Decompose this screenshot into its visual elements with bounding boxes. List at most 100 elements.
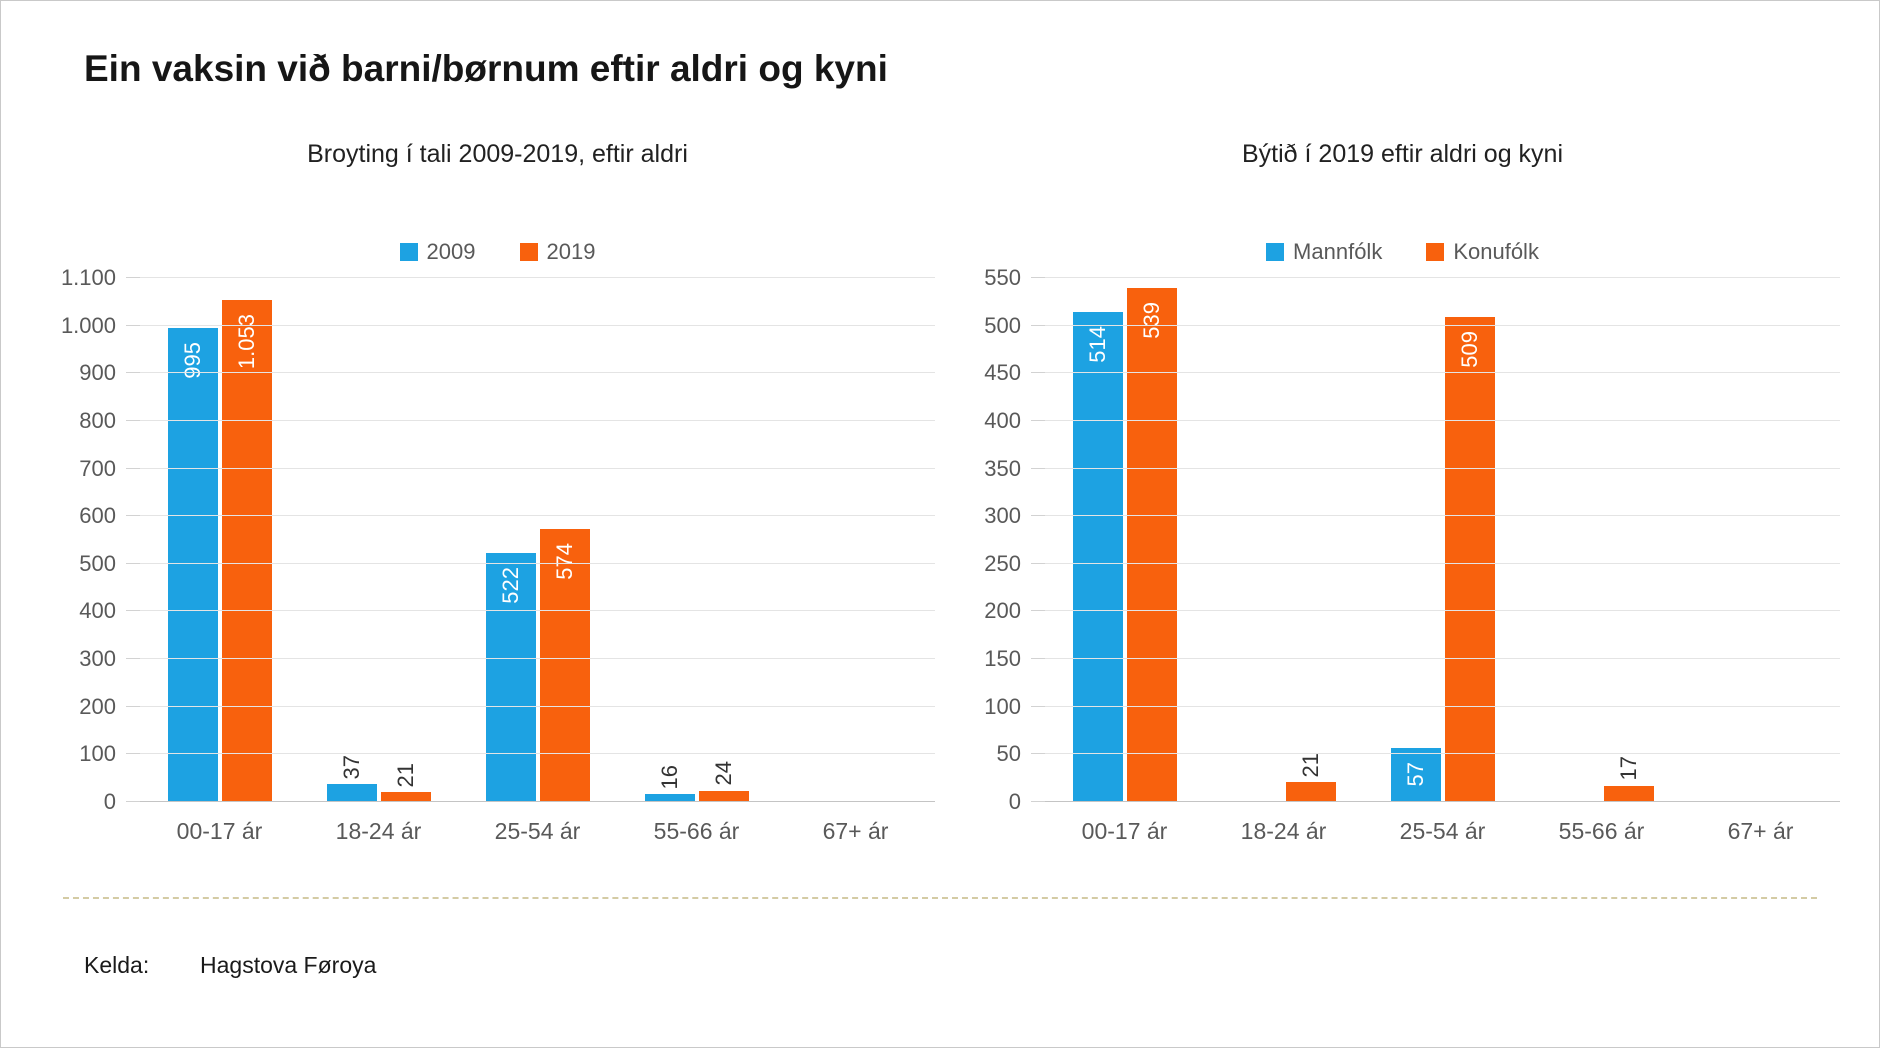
axis-tick <box>126 801 140 802</box>
axis-tick <box>1031 610 1045 612</box>
gridline <box>140 419 935 421</box>
y-tick-label: 400 <box>984 407 1021 433</box>
plot-area: 514 539 21 57 509 17 <box>1031 277 1840 802</box>
bar-value-label: 16 <box>656 764 682 790</box>
bar-value-label: 509 <box>1456 331 1482 368</box>
chart-subtitle-left: Broyting í tali 2009-2019, eftir aldri <box>307 140 688 168</box>
bar-slot: 509 <box>1444 278 1495 802</box>
footer-separator <box>63 897 1817 899</box>
bar-Konufólk-25-54 ár: 509 <box>1444 317 1495 802</box>
gridline <box>140 610 935 612</box>
bar-value-label: 522 <box>497 567 523 605</box>
bar-2019-55-66 ár: 24 <box>698 761 749 802</box>
bar-slot: 37 <box>326 278 377 802</box>
x-axis: 00-17 ár 18-24 ár 25-54 ár 55-66 ár 67+ ár <box>140 818 935 845</box>
axis-tick <box>1031 801 1045 802</box>
y-tick-label: 500 <box>79 550 116 576</box>
axis-tick <box>126 610 140 612</box>
bars-row: 995 1.053 37 21 522 574 16 24 <box>140 278 935 802</box>
y-tick-label: 250 <box>984 550 1021 576</box>
chart-panel-right: Býtið í 2019 eftir aldri og kyni Mannfól… <box>965 140 1840 845</box>
bar-slot: 995 <box>167 278 218 802</box>
gridline <box>140 277 935 278</box>
bar-value-label: 17 <box>1615 756 1641 781</box>
legend-item-Konufólk: Konufólk <box>1426 239 1539 265</box>
category-group <box>776 278 935 802</box>
legend-label: 2019 <box>546 239 596 264</box>
legend-label: 2009 <box>426 239 476 264</box>
gridline <box>140 658 935 660</box>
x-axis-label: 00-17 ár <box>1081 818 1168 844</box>
source-label: Kelda: <box>84 952 150 978</box>
y-axis: 0 50 100 150 200 250 300 350 400 450 500 550 <box>965 266 1045 814</box>
bar-value-label: 24 <box>710 761 736 786</box>
gridline <box>1045 324 1840 326</box>
category-group: 522 574 <box>458 278 617 802</box>
legend: 2009 2019 <box>60 238 935 266</box>
bar-2019-18-24 ár: 21 <box>380 763 431 802</box>
y-tick-label: 450 <box>984 360 1021 386</box>
legend: Mannfólk Konufólk <box>965 238 1840 266</box>
bar-slot: 16 <box>644 278 695 802</box>
axis-tick <box>1031 467 1045 469</box>
legend-item-2019: 2019 <box>519 239 596 265</box>
plot-col: 514 539 21 57 509 17 00-17 ár 18-24 ár 25-54 ár… <box>1031 277 1840 845</box>
bar-2009-00-17 ár: 995 <box>167 328 218 802</box>
bar-slot <box>1550 278 1600 802</box>
bar-value-label: 21 <box>392 762 418 787</box>
x-axis-label: 67+ ár <box>822 818 889 844</box>
y-tick-label: 150 <box>984 646 1021 672</box>
category-group: 17 <box>1522 278 1681 802</box>
axis-tick <box>126 515 140 517</box>
y-tick-label: 50 <box>996 741 1021 767</box>
axis-tick <box>126 372 140 374</box>
bar-slot: 574 <box>539 278 590 802</box>
y-axis: 0 100 200 300 400 500 600 700 800 900 1.000 1.100 <box>60 266 140 814</box>
bar-2009-18-24 ár: 37 <box>326 755 377 802</box>
gridline <box>1045 658 1840 660</box>
axis-tick <box>1031 324 1045 326</box>
x-axis-label: 55-66 ár <box>653 818 740 844</box>
axis-tick <box>1031 372 1045 374</box>
bar-2009-25-54 ár: 522 <box>485 553 536 802</box>
axis-tick <box>1031 419 1045 421</box>
gridline <box>1045 419 1840 421</box>
y-tick-label: 400 <box>79 598 116 624</box>
y-tick-label: 1.000 <box>60 312 116 338</box>
bar-Konufólk-55-66 ár: 17 <box>1603 756 1654 802</box>
axis-tick <box>126 277 140 278</box>
x-axis-label: 25-54 ár <box>494 818 581 844</box>
x-axis-label: 67+ ár <box>1727 818 1794 844</box>
bar-slot: 21 <box>1285 278 1336 802</box>
plot-col: 995 1.053 37 21 522 574 16 24 00-17 ár 18-24 ár 2… <box>126 277 935 845</box>
category-group <box>1681 278 1840 802</box>
axis-tick <box>1031 753 1045 755</box>
gridline <box>140 801 935 802</box>
bar-slot <box>1763 278 1813 802</box>
y-tick-label: 100 <box>79 741 116 767</box>
gridline <box>140 324 935 326</box>
chart-subtitle-right: Býtið í 2019 eftir aldri og kyni <box>1242 140 1563 168</box>
gridline <box>140 705 935 707</box>
bar-Mannfólk-00-17 ár: 514 <box>1072 312 1123 802</box>
axis-tick <box>1031 515 1045 517</box>
source-value: Hagstova Føroya <box>200 952 377 978</box>
axis-tick <box>126 658 140 660</box>
y-tick-label: 700 <box>79 455 116 481</box>
y-tick-label: 300 <box>79 646 116 672</box>
legend-swatch-icon <box>399 243 418 261</box>
legend-item-2009: 2009 <box>399 239 476 265</box>
axis-tick <box>126 562 140 564</box>
legend-swatch-icon <box>1266 243 1285 261</box>
legend-label: Mannfólk <box>1293 239 1383 264</box>
gridline <box>1045 277 1840 278</box>
x-axis: 00-17 ár 18-24 ár 25-54 ár 55-66 ár 67+ ár <box>1045 818 1840 845</box>
charts-row: Broyting í tali 2009-2019, eftir aldri 2… <box>60 140 1840 845</box>
y-tick-label: 500 <box>984 312 1021 338</box>
bar-Mannfólk-25-54 ár: 57 <box>1390 747 1441 802</box>
axis-tick <box>126 467 140 469</box>
gridline <box>1045 372 1840 374</box>
category-group: 21 <box>1204 278 1363 802</box>
bar-slot: 21 <box>380 278 431 802</box>
bar-slot <box>1709 278 1759 802</box>
